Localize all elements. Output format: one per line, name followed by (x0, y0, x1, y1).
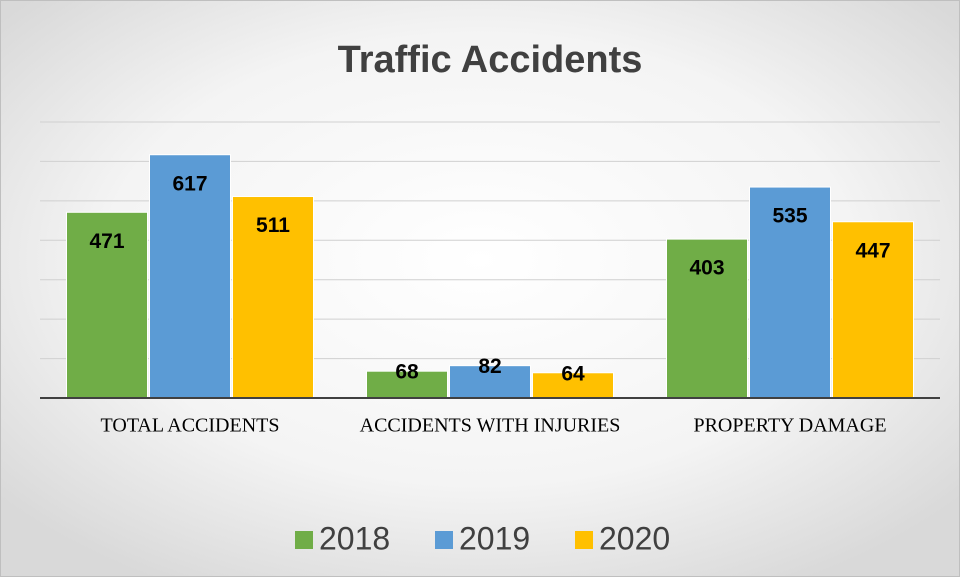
data-label: 471 (89, 230, 124, 253)
bar (832, 221, 914, 399)
legend-swatch (295, 531, 313, 549)
bar (366, 370, 448, 399)
bar (66, 211, 148, 399)
x-tick-label: ACCIDENTS WITH INJURIES (360, 415, 621, 437)
data-label: 403 (689, 257, 724, 280)
bar (532, 372, 614, 399)
x-tick-label: PROPERTY DAMAGE (693, 415, 886, 437)
data-label: 617 (172, 172, 207, 195)
chart-title: Traffic Accidents (338, 39, 643, 81)
legend-label: 2020 (599, 520, 670, 556)
legend-swatch (575, 531, 593, 549)
bar (149, 154, 231, 399)
data-label: 535 (772, 205, 807, 228)
bar (449, 365, 531, 399)
x-tick-label: TOTAL ACCIDENTS (101, 415, 280, 437)
data-label: 64 (561, 362, 585, 385)
data-label: 447 (855, 239, 890, 262)
data-label: 82 (478, 355, 501, 378)
legend-label: 2019 (459, 520, 530, 556)
bar (232, 196, 314, 399)
legend-swatch (435, 531, 453, 549)
bar (666, 238, 748, 399)
data-label: 511 (256, 214, 290, 237)
data-label: 68 (395, 361, 419, 384)
legend-label: 2018 (319, 520, 390, 556)
